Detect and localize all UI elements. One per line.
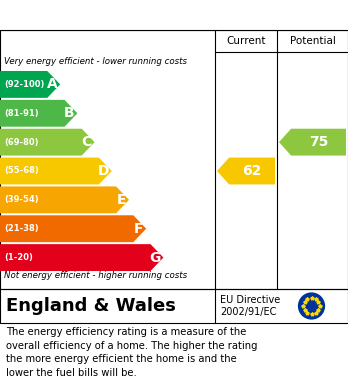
Polygon shape: [279, 129, 346, 156]
Text: 62: 62: [242, 164, 262, 178]
Text: E: E: [117, 193, 126, 207]
Polygon shape: [0, 215, 146, 242]
Text: D: D: [97, 164, 109, 178]
Text: F: F: [134, 222, 143, 236]
Circle shape: [299, 293, 324, 319]
Text: Energy Efficiency Rating: Energy Efficiency Rating: [10, 7, 232, 23]
Text: 75: 75: [309, 135, 328, 149]
Text: EU Directive: EU Directive: [220, 295, 280, 305]
Text: (21-38): (21-38): [4, 224, 39, 233]
Text: Potential: Potential: [290, 36, 335, 46]
Text: (55-68): (55-68): [4, 167, 39, 176]
Text: (92-100): (92-100): [4, 80, 45, 89]
Text: Current: Current: [226, 36, 266, 46]
Text: England & Wales: England & Wales: [6, 297, 176, 315]
Text: (69-80): (69-80): [4, 138, 39, 147]
Text: G: G: [149, 251, 160, 265]
Polygon shape: [0, 158, 112, 185]
Text: B: B: [64, 106, 74, 120]
Polygon shape: [0, 187, 129, 213]
Polygon shape: [0, 100, 77, 127]
Polygon shape: [0, 71, 60, 98]
Text: Very energy efficient - lower running costs: Very energy efficient - lower running co…: [4, 57, 187, 66]
Polygon shape: [217, 158, 275, 185]
Text: The energy efficiency rating is a measure of the
overall efficiency of a home. T: The energy efficiency rating is a measur…: [6, 327, 258, 378]
Text: C: C: [81, 135, 92, 149]
Polygon shape: [0, 129, 95, 156]
Polygon shape: [0, 244, 164, 271]
Text: Not energy efficient - higher running costs: Not energy efficient - higher running co…: [4, 271, 187, 280]
Text: (39-54): (39-54): [4, 196, 39, 204]
Text: (81-91): (81-91): [4, 109, 39, 118]
Text: (1-20): (1-20): [4, 253, 33, 262]
Text: 2002/91/EC: 2002/91/EC: [220, 307, 276, 317]
Text: A: A: [46, 77, 57, 91]
